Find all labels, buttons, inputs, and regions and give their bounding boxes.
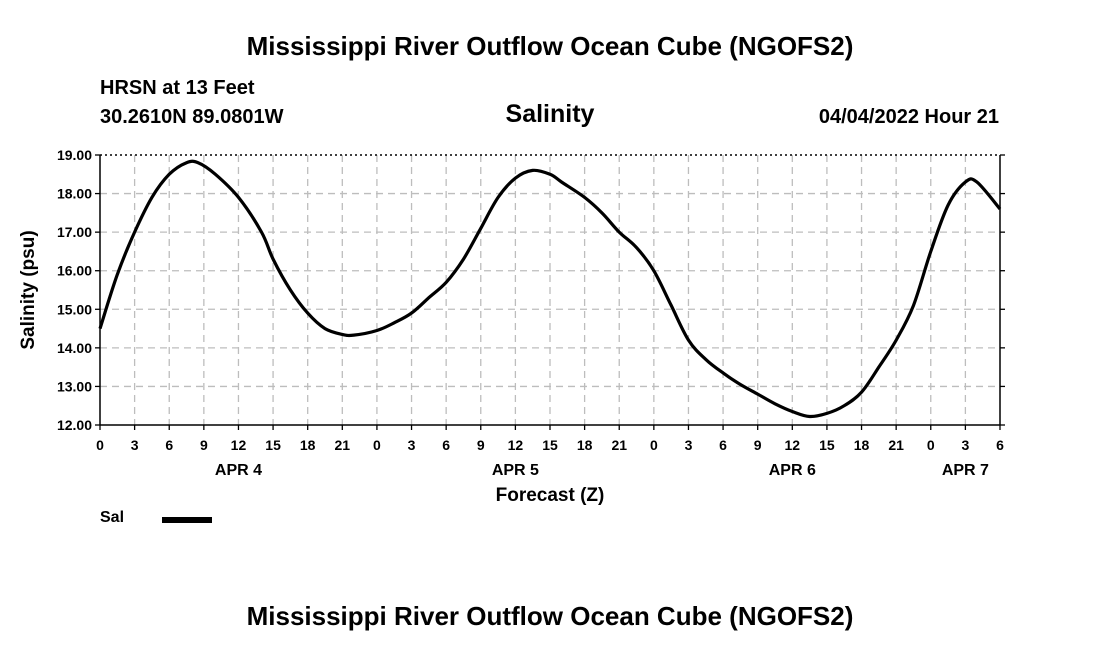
x-tick-label: 6: [442, 437, 450, 453]
x-tick-label: 21: [888, 437, 904, 453]
x-tick-label: 18: [577, 437, 593, 453]
series-layer: [98, 159, 1002, 419]
chart-subtitle: Salinity: [505, 100, 595, 128]
legend-line-swatch: [162, 517, 212, 523]
x-tick-label: 12: [508, 437, 524, 453]
day-label: APR 6: [769, 462, 816, 479]
series-line-sal: [98, 159, 1002, 419]
axis-labels: 12.00 13.00 14.00 15.00 16.00 17.00 18.00 19.00…: [18, 147, 1004, 506]
day-label: APR 4: [215, 462, 262, 479]
grid-lines: [100, 155, 1000, 425]
x-tick-label: 21: [335, 437, 351, 453]
y-tick-label: 12.00: [57, 417, 92, 433]
forecast-datetime: 04/04/2022 Hour 21: [818, 106, 999, 128]
x-tick-label: 15: [542, 437, 558, 453]
x-tick-label: 3: [961, 437, 969, 453]
y-tick-label: 16.00: [57, 263, 92, 279]
footer-title: Mississippi River Outflow Ocean Cube (NG…: [246, 601, 854, 631]
x-tick-label: 0: [96, 437, 104, 453]
x-tick-label: 21: [611, 437, 627, 453]
y-axis-title: Salinity (psu): [18, 230, 39, 349]
axes: [95, 154, 1005, 430]
x-tick-label: 3: [131, 437, 139, 453]
x-tick-label: 15: [265, 437, 281, 453]
y-tick-label: 18.00: [57, 186, 92, 202]
y-tick-label: 15.00: [57, 301, 92, 317]
y-tick-label: 17.00: [57, 224, 92, 240]
y-tick-label: 14.00: [57, 340, 92, 356]
legend-label: Sal: [100, 509, 125, 526]
x-tick-label: 12: [785, 437, 801, 453]
x-tick-label: 18: [854, 437, 870, 453]
x-tick-label: 3: [685, 437, 693, 453]
x-tick-label: 3: [408, 437, 416, 453]
day-label: APR 5: [492, 462, 539, 479]
y-tick-label: 19.00: [57, 147, 92, 163]
x-tick-label: 6: [996, 437, 1004, 453]
x-axis-title: Forecast (Z): [496, 485, 605, 506]
day-label: APR 7: [942, 462, 989, 479]
x-tick-label: 0: [927, 437, 935, 453]
x-tick-label: 15: [819, 437, 835, 453]
x-tick-label: 0: [373, 437, 381, 453]
x-tick-label: 6: [165, 437, 173, 453]
x-tick-label: 18: [300, 437, 316, 453]
x-tick-label: 0: [650, 437, 658, 453]
x-tick-label: 6: [719, 437, 727, 453]
x-tick-label: 9: [200, 437, 208, 453]
x-tick-label: 9: [477, 437, 485, 453]
x-tick-label: 12: [231, 437, 247, 453]
station-coordinates: 30.2610N 89.0801W: [100, 106, 284, 128]
station-label: HRSN at 13 Feet: [100, 77, 255, 99]
x-tick-label: 9: [754, 437, 762, 453]
y-tick-label: 13.00: [57, 378, 92, 394]
chart-title: Mississippi River Outflow Ocean Cube (NG…: [246, 31, 854, 61]
